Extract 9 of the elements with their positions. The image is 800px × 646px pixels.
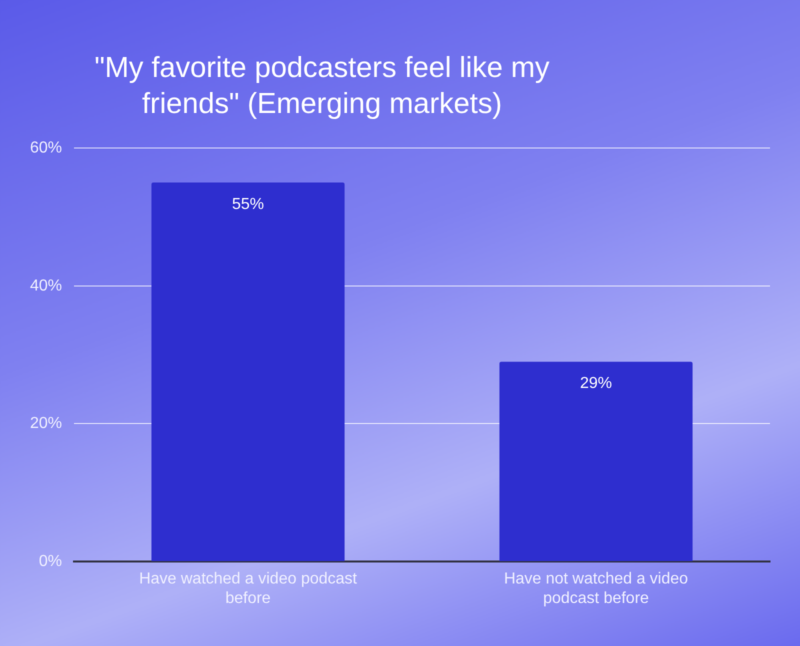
- x-tick-label: Have not watched a video podcast before: [504, 570, 688, 607]
- data-label: 55%: [232, 196, 264, 213]
- y-tick-label: 20%: [30, 415, 62, 432]
- y-tick-label: 40%: [30, 277, 62, 294]
- chart-title: "My favorite podcasters feel like my friends" (Emerging markets): [93, 51, 551, 122]
- data-label: 29%: [580, 375, 612, 392]
- x-tick-label: Have watched a video podcast before: [139, 570, 358, 607]
- y-tick-label: 0%: [38, 553, 62, 570]
- y-tick-label: 60%: [30, 139, 62, 156]
